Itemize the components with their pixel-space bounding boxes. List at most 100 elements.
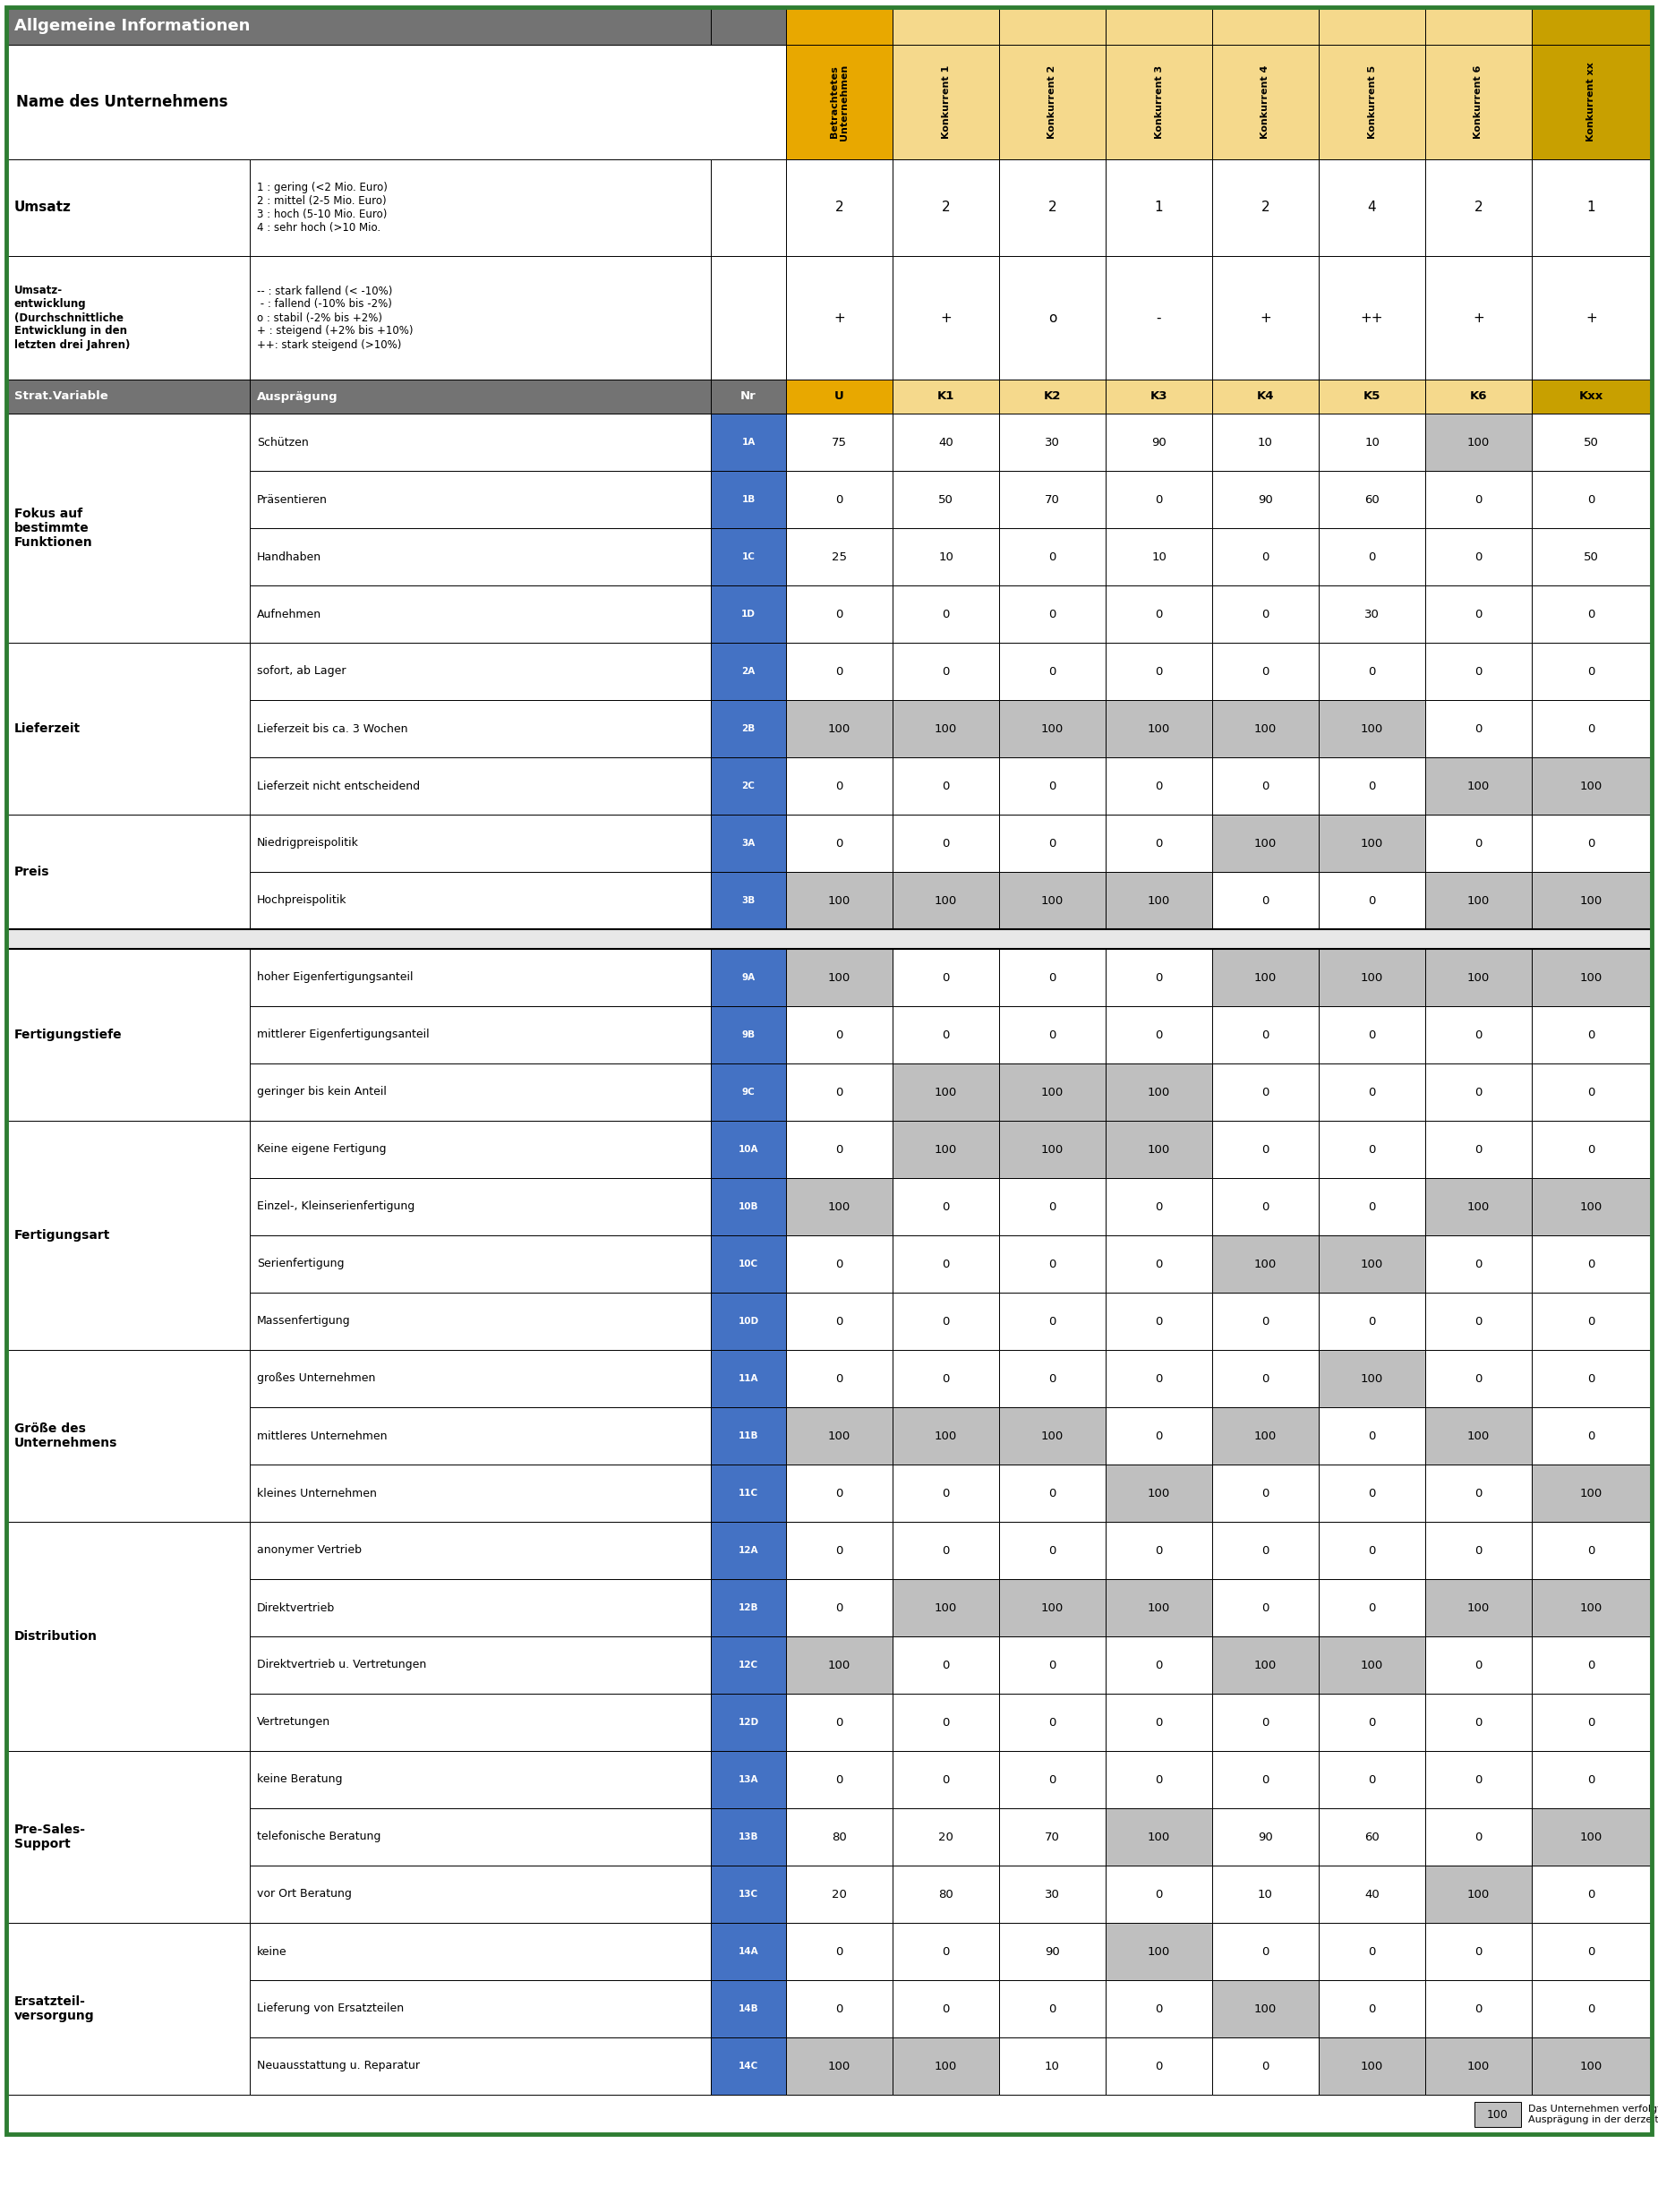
Text: 0: 0	[1588, 1086, 1595, 1097]
Bar	[1318, 1922, 1426, 1980]
Text: 0: 0	[1156, 1429, 1162, 1442]
Bar	[711, 414, 786, 471]
Text: 2: 2	[942, 201, 950, 215]
Bar	[892, 471, 1000, 529]
Text: 1A: 1A	[741, 438, 756, 447]
Bar	[1212, 586, 1318, 644]
Text: 0: 0	[1048, 971, 1056, 984]
Text: 0: 0	[1368, 1601, 1376, 1613]
Text: 0: 0	[1474, 1144, 1482, 1155]
Bar	[1532, 1292, 1651, 1349]
Bar	[1000, 1464, 1106, 1522]
Text: 0: 0	[1048, 2004, 1056, 2015]
Text: Das Unternehmen verfolgt zu 100% diese
Ausprägung in der derzeitigen Strategie.: Das Unternehmen verfolgt zu 100% diese A…	[1529, 2106, 1658, 2124]
Bar	[786, 1980, 892, 2037]
Bar	[1318, 380, 1426, 414]
Text: 0: 0	[1588, 1029, 1595, 1040]
Text: 0: 0	[1156, 1259, 1162, 1270]
Text: 100: 100	[1467, 1601, 1491, 1613]
Bar	[7, 1349, 250, 1522]
Bar	[1000, 1121, 1106, 1179]
Bar	[1318, 1292, 1426, 1349]
Text: 0: 0	[1368, 1429, 1376, 1442]
Text: keine Beratung: keine Beratung	[257, 1774, 343, 1785]
Text: 100: 100	[1580, 894, 1603, 907]
Text: 70: 70	[1045, 1832, 1059, 1843]
Bar	[711, 1807, 786, 1865]
Text: Niedrigpreispolitik: Niedrigpreispolitik	[257, 838, 358, 849]
Text: 1B: 1B	[741, 495, 756, 504]
Text: 25: 25	[832, 551, 847, 562]
Text: 100: 100	[1467, 2059, 1491, 2073]
Bar	[1318, 1121, 1426, 1179]
Bar	[1212, 1522, 1318, 1579]
Bar	[1426, 699, 1532, 757]
Bar	[711, 1579, 786, 1637]
Text: 0: 0	[1588, 1717, 1595, 1728]
Text: 100: 100	[935, 723, 957, 734]
Bar	[1532, 1064, 1651, 1121]
Text: 0: 0	[1474, 1832, 1482, 1843]
Bar	[1212, 529, 1318, 586]
Text: -- : stark fallend (< -10%)
 - : fallend (-10% bis -2%)
o : stabil (-2% bis +2%): -- : stark fallend (< -10%) - : fallend …	[257, 285, 413, 349]
Bar	[7, 644, 250, 814]
Bar	[1318, 529, 1426, 586]
Text: 0: 0	[1156, 1544, 1162, 1557]
Bar	[1532, 380, 1651, 414]
Bar	[1212, 1064, 1318, 1121]
Text: 0: 0	[942, 2004, 950, 2015]
Bar	[250, 159, 711, 257]
Text: 30: 30	[1045, 436, 1059, 449]
Text: 13A: 13A	[738, 1776, 758, 1785]
Text: Betrachtetes
Unternehmen: Betrachtetes Unternehmen	[829, 64, 849, 139]
Bar	[1000, 1807, 1106, 1865]
Text: Serienfertigung: Serienfertigung	[257, 1259, 345, 1270]
Bar	[1212, 44, 1318, 159]
Bar	[1000, 757, 1106, 814]
Text: 100: 100	[827, 1659, 851, 1670]
Bar	[7, 7, 711, 44]
Bar	[1532, 257, 1651, 380]
Text: 40: 40	[1365, 1889, 1379, 1900]
Bar	[786, 644, 892, 699]
Text: +: +	[1472, 312, 1484, 325]
Bar	[786, 471, 892, 529]
Text: 100: 100	[935, 1144, 957, 1155]
Bar	[1212, 1292, 1318, 1349]
Bar	[892, 2037, 1000, 2095]
Bar	[1212, 1637, 1318, 1694]
Bar	[1000, 44, 1106, 159]
Bar	[1106, 1522, 1212, 1579]
Text: 50: 50	[938, 493, 953, 504]
Bar	[1212, 1407, 1318, 1464]
Text: Direktvertrieb: Direktvertrieb	[257, 1601, 335, 1613]
Text: 0: 0	[836, 1029, 842, 1040]
Text: 9B: 9B	[741, 1031, 754, 1040]
Bar	[1318, 1064, 1426, 1121]
Bar	[250, 757, 711, 814]
Bar	[250, 1522, 711, 1579]
Text: 0: 0	[1474, 1947, 1482, 1958]
Bar	[786, 1234, 892, 1292]
Bar	[1318, 1006, 1426, 1064]
Text: 100: 100	[935, 2059, 957, 2073]
Bar	[1318, 1980, 1426, 2037]
Bar	[1426, 644, 1532, 699]
Bar	[1000, 1407, 1106, 1464]
Bar	[250, 1694, 711, 1752]
Bar	[7, 257, 250, 380]
Bar	[1106, 44, 1212, 159]
Bar	[1000, 1579, 1106, 1637]
Text: 10: 10	[1258, 1889, 1273, 1900]
Bar	[1106, 1637, 1212, 1694]
Bar	[892, 1179, 1000, 1234]
Bar	[1532, 159, 1651, 257]
Bar	[250, 1922, 711, 1980]
Text: 100: 100	[1147, 894, 1171, 907]
Text: 0: 0	[1588, 1544, 1595, 1557]
Bar	[1426, 1064, 1532, 1121]
Text: 9A: 9A	[741, 973, 754, 982]
Bar	[1426, 1579, 1532, 1637]
Text: 0: 0	[1048, 838, 1056, 849]
Text: 1 : gering (<2 Mio. Euro)
2 : mittel (2-5 Mio. Euro)
3 : hoch (5-10 Mio. Euro)
4: 1 : gering (<2 Mio. Euro) 2 : mittel (2-…	[257, 181, 388, 234]
